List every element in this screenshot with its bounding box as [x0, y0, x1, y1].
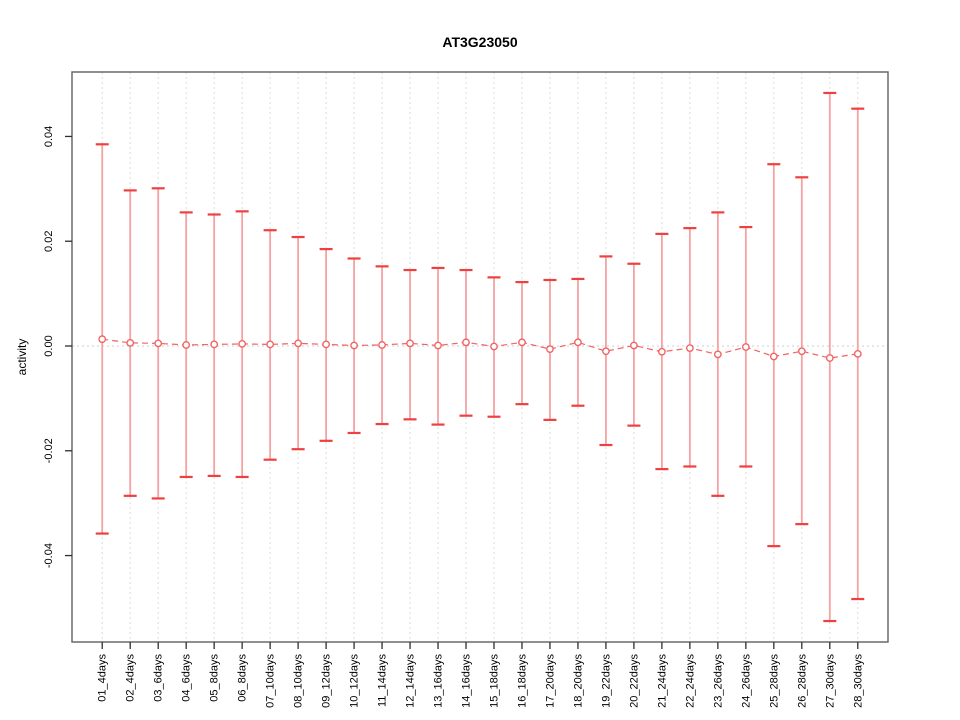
data-point [266, 340, 275, 349]
data-point [602, 347, 610, 356]
data-point [350, 341, 358, 350]
plot-area: -0.04 -0.02 0.00 0.02 0.04 01_4days 02_4days 03… [43, 71, 889, 708]
x-tick-label: 19_22days [600, 654, 612, 708]
data-point [797, 347, 806, 356]
x-tick-label: 17_20days [544, 654, 556, 708]
x-tick-label: 25_28days [768, 654, 780, 708]
plot-box [71, 71, 889, 643]
x-tick-label: 12_14days [405, 654, 417, 708]
x-tick-label: 13_16days [433, 654, 445, 708]
x-tick-label: 03_6days [153, 654, 165, 702]
x-tick-label: 04_6days [181, 654, 193, 702]
x-tick-label: 26_28days [796, 654, 808, 708]
data-point [685, 344, 694, 352]
x-tick-label: 21_24days [656, 654, 668, 708]
data-point [825, 354, 834, 362]
data-point [406, 339, 414, 348]
x-tick-label: 18_20days [572, 654, 584, 708]
data-point [182, 341, 191, 349]
data-point [238, 340, 247, 348]
data-point [657, 347, 666, 356]
data-point [574, 338, 582, 347]
data-point [434, 341, 442, 350]
x-tick-label: 20_22days [628, 654, 640, 708]
x-tick-label: 23_26days [712, 654, 724, 708]
data-point [741, 343, 750, 351]
data-point [769, 352, 778, 361]
x-tick-label: 14_16days [461, 654, 473, 708]
data-point [546, 345, 554, 354]
data-point [294, 339, 303, 348]
data-point [713, 350, 722, 359]
data-point [98, 335, 107, 344]
y-tick-label: 0.02 [43, 231, 55, 252]
data-point [126, 338, 135, 347]
x-tick-label: 09_12days [321, 654, 333, 708]
y-tick-label: -0.04 [43, 543, 55, 568]
x-tick-label: 16_18days [516, 654, 528, 708]
chart-title: AT3G23050 [442, 34, 517, 50]
x-tick-label: 05_8days [209, 654, 221, 702]
data-point [490, 342, 498, 351]
data-point [210, 340, 219, 349]
x-tick-label: 08_10days [293, 654, 305, 708]
y-tick-label: -0.02 [43, 438, 55, 463]
data-point [462, 338, 470, 347]
x-tick-label: 28_30days [852, 654, 864, 708]
x-tick-label: 15_18days [488, 654, 500, 708]
x-tick-label: 01_4days [97, 654, 109, 702]
x-tick-label: 27_30days [824, 654, 836, 708]
x-tick-label: 10_12days [349, 654, 361, 708]
data-point [853, 349, 862, 358]
data-point [378, 341, 386, 349]
x-tick-label: 22_24days [684, 654, 696, 708]
y-axis-label: activity [15, 339, 29, 376]
x-tick-label: 07_10days [265, 654, 277, 708]
x-tick-label: 24_26days [740, 654, 752, 708]
x-tick-label: 11_14days [377, 654, 389, 708]
data-point [154, 339, 163, 348]
y-tick-label: 0.00 [43, 335, 55, 356]
data-point [322, 340, 330, 349]
y-tick-label: 0.04 [43, 126, 55, 147]
data-point [630, 341, 638, 350]
x-tick-label: 06_8days [237, 654, 249, 702]
x-tick-label: 02_4days [125, 654, 137, 702]
data-point [518, 338, 526, 347]
